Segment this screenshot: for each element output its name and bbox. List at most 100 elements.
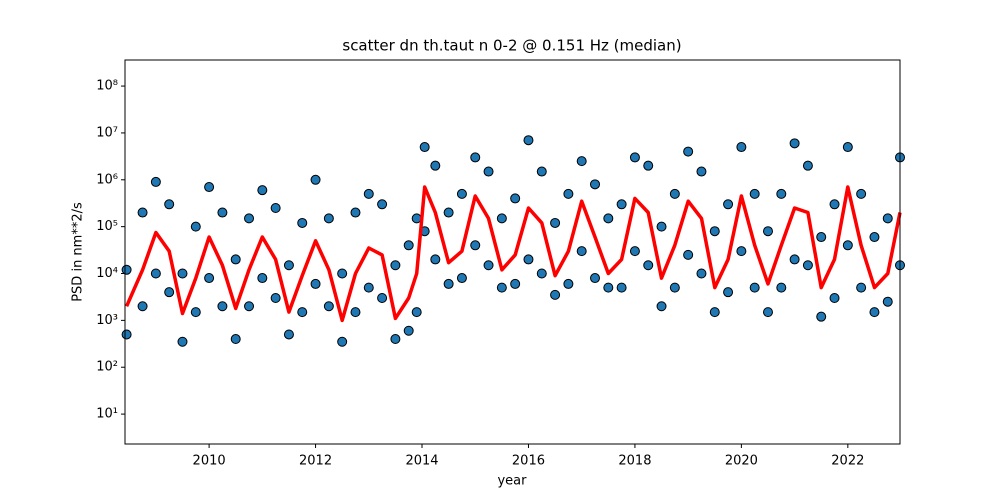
scatter-point [164, 287, 175, 298]
scatter-point [403, 325, 414, 336]
scatter-point [882, 296, 893, 307]
scatter-point [270, 293, 281, 304]
scatter-point [443, 278, 454, 289]
scatter-point [590, 179, 601, 190]
scatter-point [230, 254, 241, 265]
scatter-point [603, 213, 614, 224]
scatter-point [603, 282, 614, 293]
scatter-point [483, 260, 494, 271]
scatter-point [390, 334, 401, 345]
scatter-point [310, 278, 321, 289]
scatter-point [656, 221, 667, 232]
scatter-point [802, 260, 813, 271]
scatter-point [363, 188, 374, 199]
scatter-point [816, 311, 827, 322]
scatter-point [723, 287, 734, 298]
scatter-point [550, 217, 561, 228]
axes-frame [124, 59, 901, 445]
scatter-point [204, 273, 215, 284]
scatter-point [190, 307, 201, 318]
scatter-point [323, 213, 334, 224]
scatter-point [350, 207, 361, 218]
plot-area [121, 135, 905, 347]
scatter-point [669, 188, 680, 199]
scatter-point [696, 268, 707, 279]
scatter-point [829, 293, 840, 304]
scatter-point [762, 226, 773, 237]
scatter-point [470, 152, 481, 163]
scatter-point [590, 273, 601, 284]
scatter-point [536, 268, 547, 279]
scatter-point [496, 213, 507, 224]
scatter-point [616, 199, 627, 210]
scatter-point [749, 188, 760, 199]
scatter-point [510, 278, 521, 289]
scatter-point [683, 146, 694, 157]
scatter-point [523, 254, 534, 265]
scatter-point [270, 203, 281, 214]
median-line [124, 185, 902, 323]
scatter-point [709, 226, 720, 237]
x-tick-label: 2012 [299, 454, 332, 469]
scatter-point [523, 135, 534, 146]
scatter-point [121, 264, 132, 275]
scatter-point [456, 273, 467, 284]
x-axis-label: year [497, 474, 527, 489]
scatter-point [430, 160, 441, 171]
scatter-point [244, 213, 255, 224]
y-axis-label: PSD in nm**2/s [71, 202, 86, 302]
scatter-point [121, 329, 132, 340]
scatter-point [390, 260, 401, 271]
x-tick-label: 2018 [618, 454, 651, 469]
scatter-point [669, 282, 680, 293]
x-tick-label: 2022 [831, 454, 864, 469]
scatter-point [510, 193, 521, 204]
scatter-point [683, 249, 694, 260]
scatter-point [350, 307, 361, 318]
y-tick-label: 10⁶ [96, 172, 118, 187]
scatter-point [869, 232, 880, 243]
scatter-point [789, 138, 800, 149]
scatter-point [869, 307, 880, 318]
y-tick-label: 10³ [96, 313, 118, 328]
scatter-point [337, 268, 348, 279]
y-tick-label: 10⁵ [96, 219, 118, 234]
scatter-point [563, 188, 574, 199]
scatter-point [563, 278, 574, 289]
scatter-point [177, 268, 188, 279]
scatter-point [736, 246, 747, 257]
scatter-point [283, 260, 294, 271]
scatter-point [536, 166, 547, 177]
scatter-point [483, 166, 494, 177]
scatter-point [789, 254, 800, 265]
scatter-point [283, 329, 294, 340]
scatter-point [244, 301, 255, 312]
scatter-point [419, 142, 430, 153]
scatter-point [456, 188, 467, 199]
scatter-point [829, 199, 840, 210]
chart-title: scatter dn th.taut n 0-2 @ 0.151 Hz (med… [342, 37, 681, 55]
scatter-point [337, 336, 348, 347]
scatter-point [164, 199, 175, 210]
y-tick-label: 10⁷ [96, 125, 118, 140]
scatter-point [217, 207, 228, 218]
scatter-point [137, 301, 148, 312]
scatter-point [137, 207, 148, 218]
scatter-point [550, 289, 561, 300]
scatter-point [616, 282, 627, 293]
scatter-point [377, 199, 388, 210]
scatter-point [310, 174, 321, 185]
scatter-point [643, 160, 654, 171]
scatter-point [762, 307, 773, 318]
scatter-point [882, 213, 893, 224]
scatter-point [696, 166, 707, 177]
scatter-point [323, 301, 334, 312]
scatter-point [576, 156, 587, 167]
scatter-point [377, 293, 388, 304]
scatter-point [411, 307, 422, 318]
scatter-point [230, 334, 241, 345]
scatter-point [816, 232, 827, 243]
x-tick-label: 2016 [512, 454, 545, 469]
scatter-point [430, 254, 441, 265]
scatter-point [629, 246, 640, 257]
